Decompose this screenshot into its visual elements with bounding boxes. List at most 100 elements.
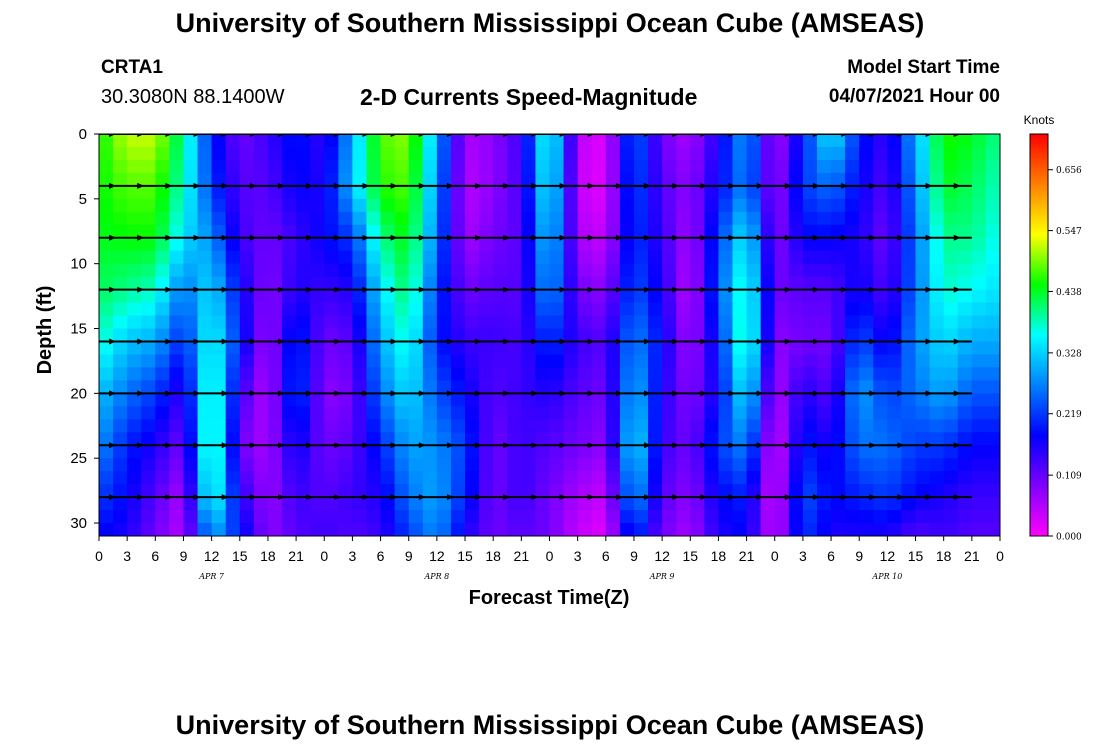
- heatmap-cell: [408, 134, 424, 148]
- heatmap-cell: [901, 289, 917, 304]
- heatmap-cell: [155, 406, 170, 420]
- heatmap-cell: [788, 302, 804, 317]
- vector-arrowhead: [615, 442, 623, 449]
- vector-arrowhead: [672, 338, 680, 345]
- heatmap-cell: [577, 185, 593, 200]
- heatmap-cell: [183, 380, 199, 394]
- heatmap-cell: [493, 289, 508, 304]
- heatmap-cell: [718, 224, 734, 239]
- heatmap-cell: [436, 289, 452, 304]
- vector-arrowhead: [334, 338, 342, 345]
- vector-arrowhead: [615, 134, 623, 137]
- heatmap-cell: [380, 263, 396, 278]
- heatmap-cell: [859, 367, 874, 381]
- heatmap-cell: [366, 471, 382, 485]
- heatmap-cell: [816, 289, 832, 304]
- heatmap-cell: [422, 289, 438, 304]
- heatmap-cell: [690, 250, 705, 265]
- heatmap-cell: [352, 445, 368, 459]
- vector-arrowhead: [925, 286, 933, 293]
- heatmap-cell: [774, 328, 790, 343]
- heatmap-cell: [450, 302, 466, 317]
- vector-arrowhead: [362, 134, 370, 137]
- vector-arrowhead: [278, 442, 286, 449]
- heatmap-cell: [802, 185, 818, 200]
- x-tick-label: 9: [405, 548, 413, 564]
- heatmap-cell: [943, 510, 959, 524]
- heatmap-cell: [732, 445, 748, 459]
- heatmap-cell: [380, 406, 396, 420]
- heatmap-cell: [605, 159, 621, 174]
- heatmap-cell: [155, 263, 170, 278]
- x-tick-label: 15: [232, 548, 248, 564]
- heatmap-cell: [450, 198, 466, 213]
- heatmap-cell: [760, 302, 776, 317]
- heatmap-cell: [831, 393, 846, 407]
- heatmap-cell: [465, 134, 480, 148]
- heatmap-cell: [943, 315, 959, 330]
- heatmap-cell: [535, 211, 551, 226]
- heatmap-cell: [535, 315, 551, 330]
- heatmap-cell: [211, 289, 227, 304]
- vector-arrowhead: [953, 494, 961, 501]
- heatmap-cell: [563, 185, 579, 200]
- heatmap-cell: [394, 198, 410, 213]
- heatmap-cell: [366, 419, 382, 433]
- heatmap-cell: [338, 432, 354, 446]
- vector-arrowhead: [756, 442, 764, 449]
- heatmap-cell: [802, 523, 818, 536]
- heatmap-cell: [338, 367, 354, 381]
- heatmap-cell: [479, 510, 494, 524]
- heatmap-cell: [296, 185, 311, 200]
- heatmap-cell: [873, 250, 888, 265]
- heatmap-cell: [380, 185, 396, 200]
- vector-arrowhead: [390, 442, 398, 449]
- heatmap-cell: [183, 523, 199, 536]
- heatmap-cell: [774, 445, 790, 459]
- heatmap-cell: [605, 211, 621, 226]
- vector-arrowhead: [897, 286, 905, 293]
- heatmap-cell: [535, 523, 551, 536]
- heatmap-cell: [901, 484, 917, 498]
- heatmap-cell: [408, 198, 424, 213]
- heatmap-cell: [901, 419, 917, 433]
- heatmap-cell: [943, 341, 959, 356]
- heatmap-cell: [802, 354, 818, 369]
- heatmap-cell: [239, 458, 255, 472]
- heatmap-cell: [507, 224, 522, 239]
- heatmap-cell: [662, 406, 677, 420]
- heatmap-cell: [901, 341, 917, 356]
- vector-arrowhead: [390, 134, 398, 137]
- vector-arrowhead: [672, 494, 680, 501]
- heatmap-cell: [324, 276, 339, 291]
- heatmap-cell: [239, 302, 255, 317]
- vector-arrowhead: [615, 494, 623, 501]
- heatmap-cell: [591, 458, 607, 472]
- x-tick-label: 12: [880, 548, 896, 564]
- heatmap-cell: [127, 134, 142, 148]
- vector-arrowhead: [475, 182, 483, 189]
- heatmap-cell: [802, 211, 818, 226]
- heatmap-cell: [493, 250, 508, 265]
- heatmap-cell: [253, 341, 269, 356]
- heatmap-cell: [225, 510, 241, 524]
- heatmap-cell: [957, 172, 973, 187]
- heatmap-cell: [253, 523, 269, 536]
- heatmap-cell: [648, 224, 663, 239]
- heatmap-cell: [113, 198, 128, 213]
- vector-arrowhead: [109, 234, 117, 241]
- heatmap-cell: [324, 432, 339, 446]
- model-start-value: 04/07/2021 Hour 00: [828, 86, 1000, 107]
- heatmap-cell: [746, 497, 762, 511]
- vector-arrowhead: [728, 234, 736, 241]
- heatmap-cell: [943, 497, 959, 511]
- heatmap-cell: [831, 328, 846, 343]
- heatmap-cell: [479, 185, 494, 200]
- heatmap-cell: [479, 134, 494, 148]
- heatmap-cell: [465, 185, 480, 200]
- heatmap-cell: [746, 445, 762, 459]
- heatmap-cell: [436, 198, 452, 213]
- heatmap-cell: [366, 159, 382, 174]
- heatmap-cell: [183, 185, 199, 200]
- heatmap-cell: [746, 250, 762, 265]
